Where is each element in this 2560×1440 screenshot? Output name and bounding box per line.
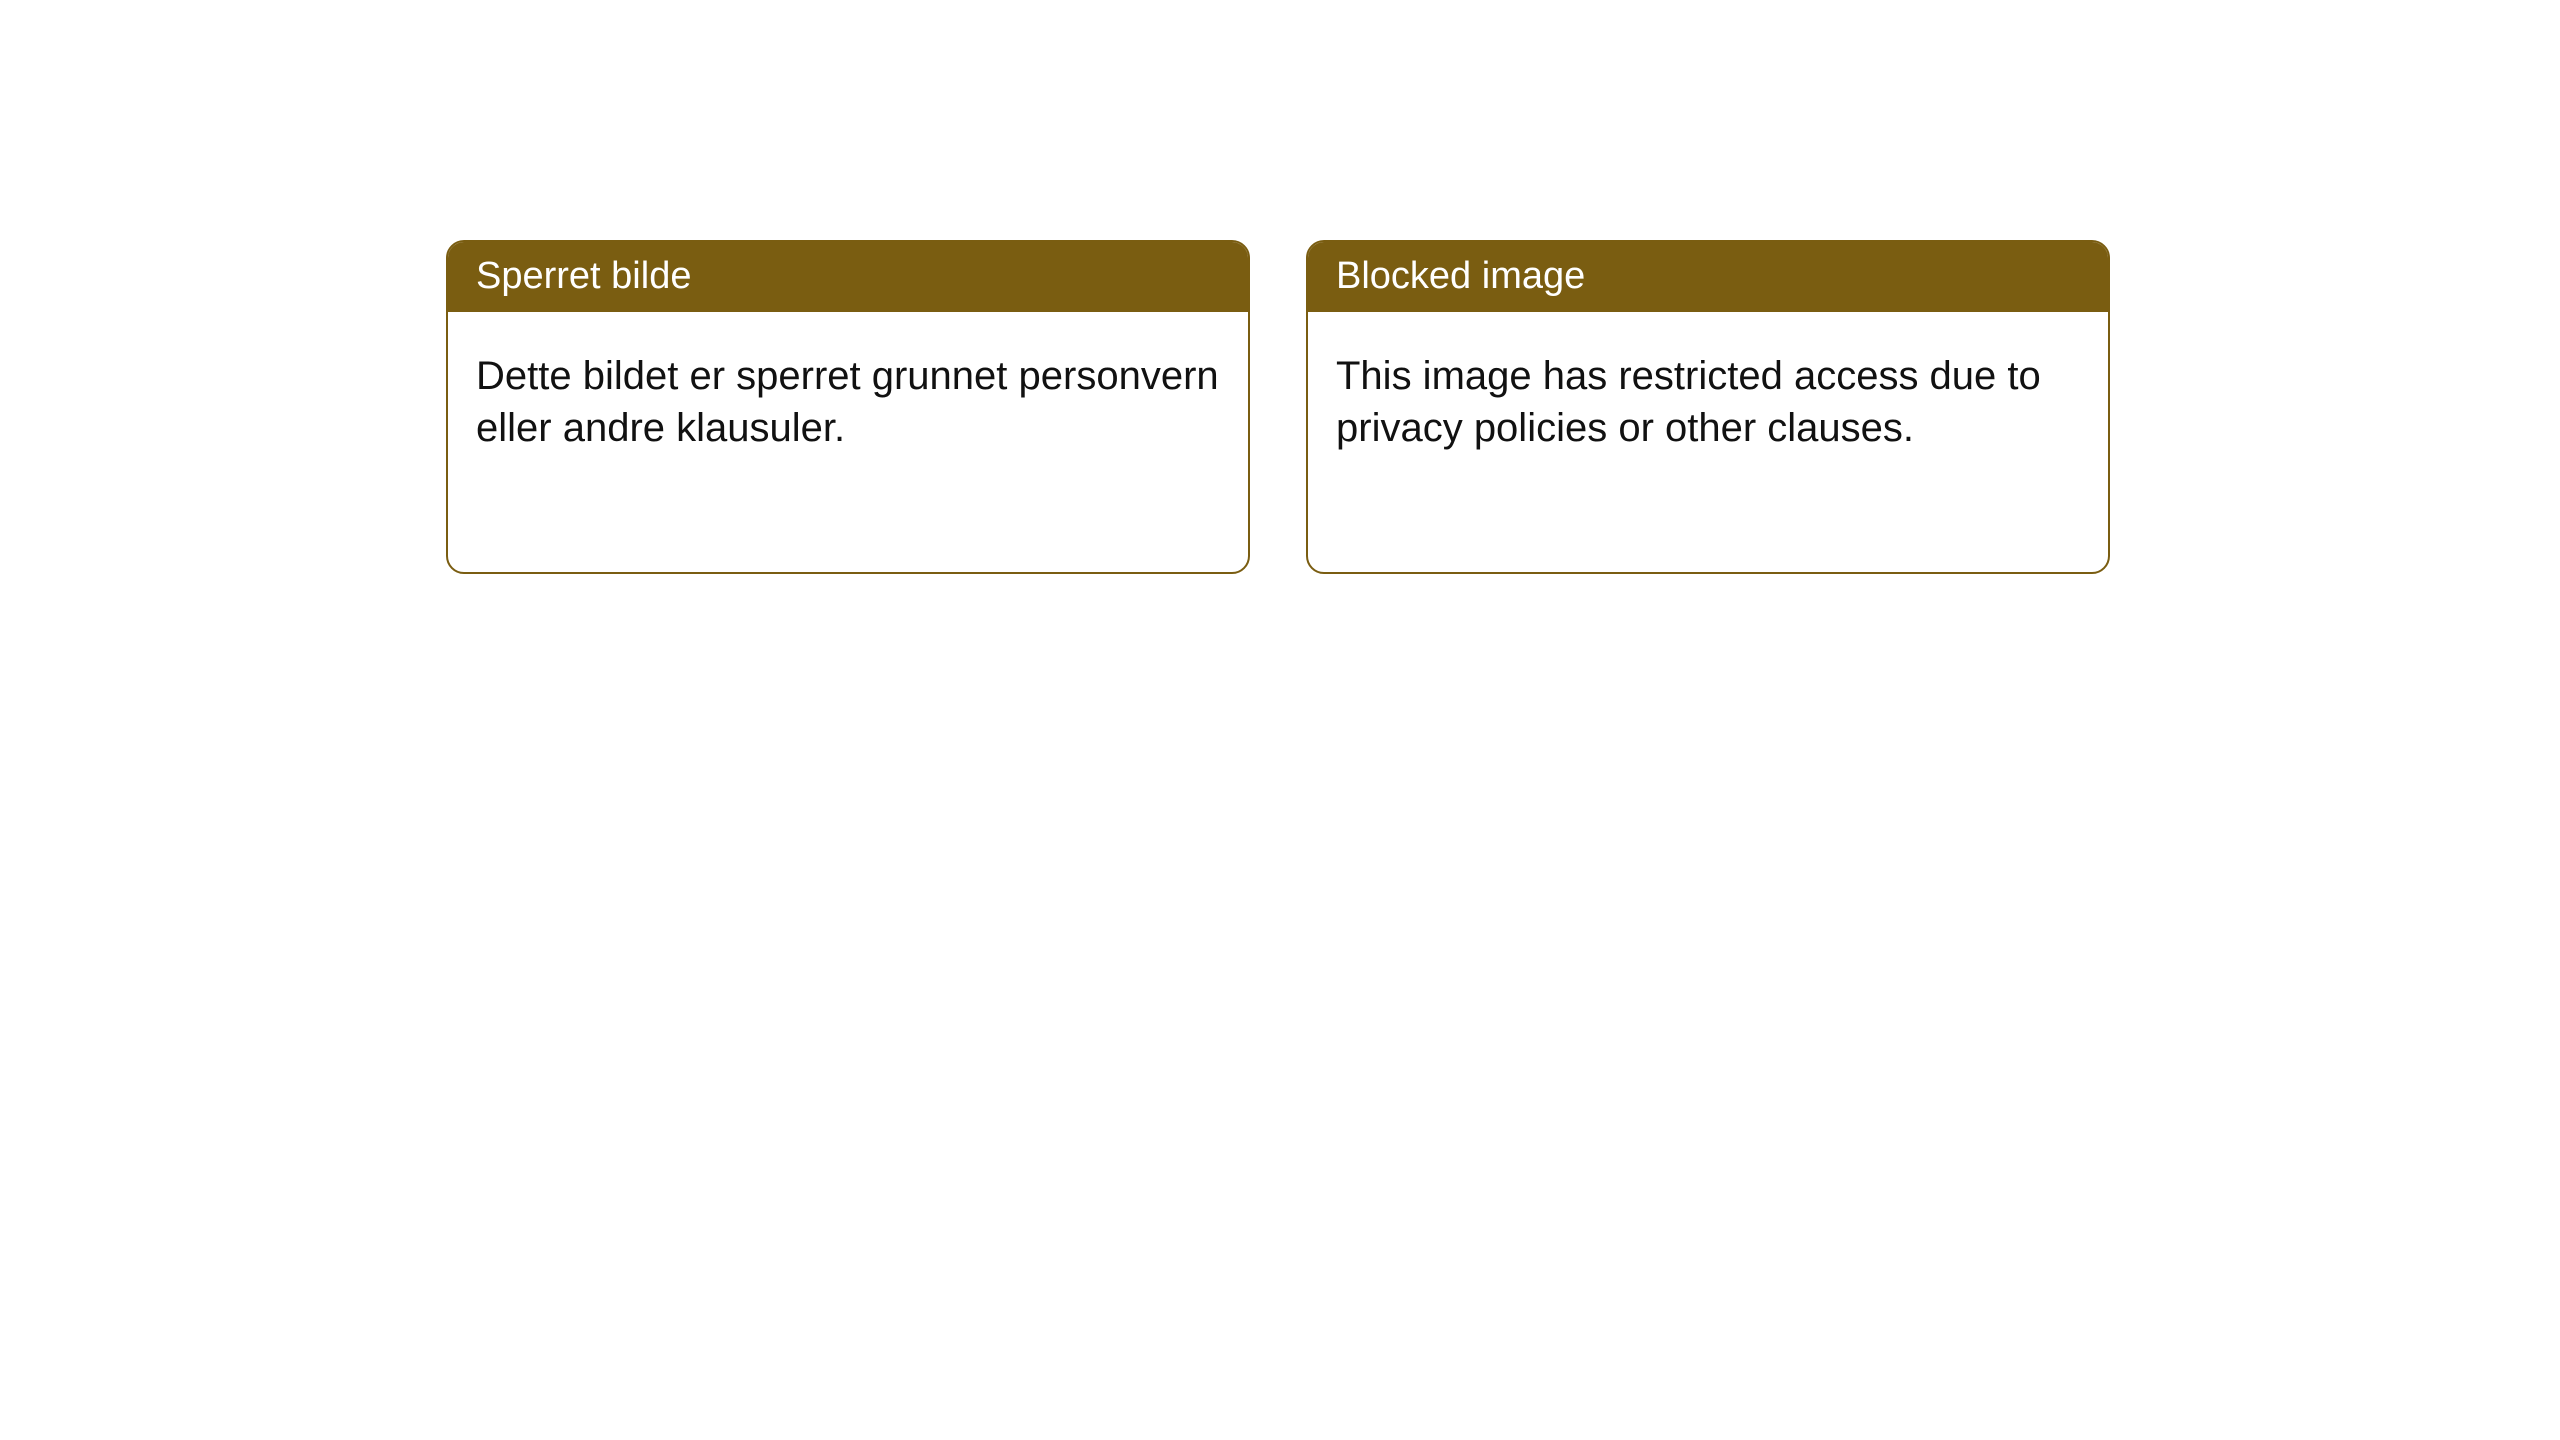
card-title: Blocked image	[1336, 255, 1585, 297]
notice-card-norwegian: Sperret bilde Dette bildet er sperret gr…	[446, 240, 1250, 574]
card-body-text: This image has restricted access due to …	[1336, 354, 2041, 450]
card-header: Sperret bilde	[448, 242, 1248, 312]
notice-container: Sperret bilde Dette bildet er sperret gr…	[446, 240, 2110, 574]
notice-card-english: Blocked image This image has restricted …	[1306, 240, 2110, 574]
card-body: This image has restricted access due to …	[1308, 312, 2108, 492]
card-body: Dette bildet er sperret grunnet personve…	[448, 312, 1248, 492]
card-body-text: Dette bildet er sperret grunnet personve…	[476, 354, 1219, 450]
card-header: Blocked image	[1308, 242, 2108, 312]
card-title: Sperret bilde	[476, 255, 691, 297]
